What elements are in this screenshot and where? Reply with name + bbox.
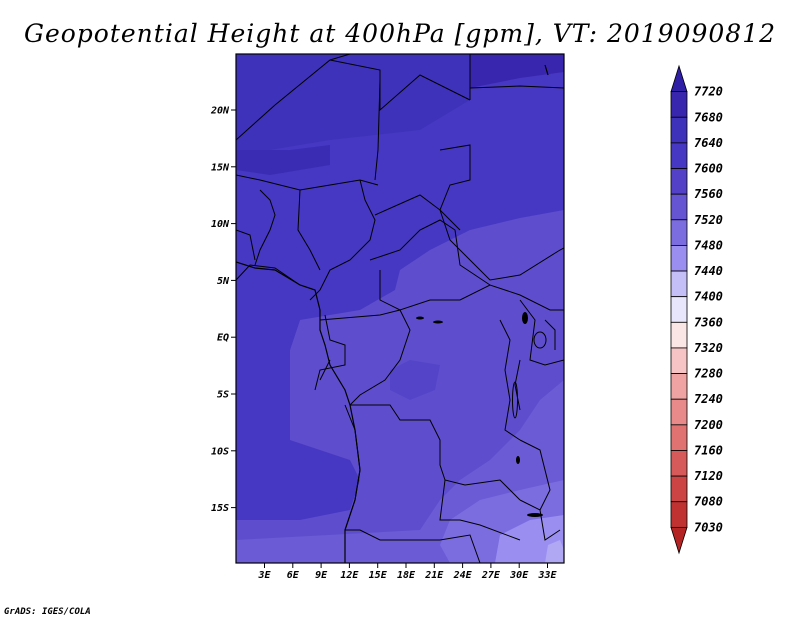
colorbar-label: 7360 <box>694 315 723 329</box>
lon-tick-label: 27E <box>481 570 501 581</box>
lat-tick-label: 5N <box>217 276 230 287</box>
colorbar: 7720 7680 7640 7600 7560 7520 7480 7440 7400 7360… <box>670 64 723 555</box>
lat-tick-label: 20N <box>210 106 230 117</box>
colorbar-label: 7280 <box>694 367 723 381</box>
field-band-7400 <box>545 540 564 563</box>
colorbar-swatch <box>670 501 688 528</box>
map-frame <box>235 53 565 564</box>
lon-tick-label: 15E <box>369 570 388 581</box>
colorbar-label: 7720 <box>694 85 723 99</box>
colorbar-swatch <box>670 91 688 118</box>
lon-tick-label: 24E <box>453 570 473 581</box>
colorbar-label: 7400 <box>694 290 723 304</box>
colorbar-label: 7080 <box>694 495 723 509</box>
field-band-7640 <box>236 54 470 150</box>
colorbar-swatches <box>670 64 688 555</box>
colorbar-labels: 7720 7680 7640 7600 7560 7520 7480 7440 7400 7360… <box>694 85 723 535</box>
colorbar-label: 7600 <box>694 162 723 176</box>
colorbar-swatch <box>670 296 688 323</box>
colorbar-label: 7520 <box>694 213 723 227</box>
colorbar-label: 7240 <box>694 392 723 406</box>
colorbar-swatch <box>670 424 688 451</box>
lon-tick-label: 33E <box>537 570 557 581</box>
colorbar-swatch <box>670 450 688 477</box>
colorbar-label: 7030 <box>694 520 723 534</box>
colorbar-label: 7200 <box>694 418 723 432</box>
country-borders <box>236 54 564 563</box>
colorbar-label: 7440 <box>694 264 723 278</box>
field-band-7440 <box>495 515 564 563</box>
colorbar-swatch <box>670 321 688 349</box>
colorbar-swatch <box>670 245 688 272</box>
lon-tick-label: 30E <box>509 570 529 581</box>
colorbar-swatch <box>670 219 688 246</box>
colorbar-label: 7560 <box>694 187 723 201</box>
field-band-7600-blob <box>390 360 440 400</box>
lat-tick-label: 5S <box>217 390 229 401</box>
lakes <box>416 312 547 517</box>
colorbar-label: 7120 <box>694 469 723 483</box>
map-panel <box>235 53 565 564</box>
longitude-axis: 3E 6E 9E 12E 15E 18E 21E 24E 27E 30E 33E <box>257 563 558 581</box>
lat-tick-label: 15N <box>211 162 230 173</box>
lat-tick-label: 15S <box>211 503 229 514</box>
lat-tick-label: 10S <box>211 446 229 457</box>
colorbar-swatch <box>670 373 688 400</box>
colorbar-swatch <box>670 168 688 195</box>
field-band-7640-nw <box>236 145 330 175</box>
colorbar-label: 7160 <box>694 443 723 457</box>
colorbar-swatch <box>670 398 688 426</box>
lon-tick-label: 3E <box>257 570 271 581</box>
colorbar-bottom-triangle <box>670 526 688 555</box>
lon-tick-label: 12E <box>340 570 359 581</box>
colorbar-label: 7680 <box>694 110 723 124</box>
colorbar-label: 7320 <box>694 341 723 355</box>
colorbar-swatch <box>670 270 688 298</box>
colorbar-swatch <box>670 116 688 144</box>
latitude-axis: 20N 15N 10N 5N EQ 5S 10S 15S <box>210 106 236 514</box>
colorbar-swatch <box>670 193 688 221</box>
colorbar-label: 7640 <box>694 136 723 150</box>
grads-credit: GrADS: IGES/COLA <box>4 607 91 617</box>
colorbar-swatch <box>670 142 688 169</box>
colorbar-swatch <box>670 475 688 503</box>
lon-tick-label: 18E <box>397 570 416 581</box>
colorbar-swatch <box>670 347 688 374</box>
coastline <box>236 64 549 563</box>
lat-tick-label: EQ <box>217 333 229 344</box>
lat-tick-label: 10N <box>211 219 230 230</box>
lon-tick-label: 9E <box>315 570 328 581</box>
lon-tick-label: 6E <box>287 570 300 581</box>
field-band-7600-west <box>236 270 300 450</box>
colorbar-top-triangle <box>670 64 688 93</box>
field-band-7680 <box>470 54 564 88</box>
map-title: Geopotential Height at 400hPa [gpm], VT:… <box>24 19 776 48</box>
colorbar-label: 7480 <box>694 238 723 252</box>
lon-tick-label: 21E <box>424 570 444 581</box>
